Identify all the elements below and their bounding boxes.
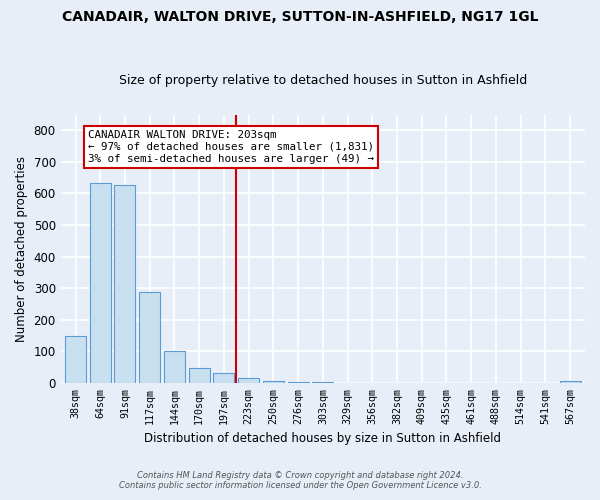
Bar (188, 368, 209, 383)
Bar (287, 382, 308, 383)
Bar (263, 381, 284, 383)
X-axis label: Distribution of detached houses by size in Sutton in Ashfield: Distribution of detached houses by size … (145, 432, 502, 445)
Bar (65, 336, 86, 383)
Bar (115, 185, 136, 383)
Title: Size of property relative to detached houses in Sutton in Ashfield: Size of property relative to detached ho… (119, 74, 527, 87)
Bar (90, 182, 111, 383)
Text: CANADAIR WALTON DRIVE: 203sqm
← 97% of detached houses are smaller (1,831)
3% of: CANADAIR WALTON DRIVE: 203sqm ← 97% of d… (88, 130, 374, 164)
Y-axis label: Number of detached properties: Number of detached properties (15, 156, 28, 342)
Text: CANADAIR, WALTON DRIVE, SUTTON-IN-ASHFIELD, NG17 1GL: CANADAIR, WALTON DRIVE, SUTTON-IN-ASHFIE… (62, 10, 538, 24)
Bar (139, 292, 160, 383)
Bar (560, 381, 581, 383)
Bar (238, 378, 259, 383)
Bar (164, 351, 185, 383)
Text: Contains HM Land Registry data © Crown copyright and database right 2024.
Contai: Contains HM Land Registry data © Crown c… (119, 470, 481, 490)
Bar (214, 372, 235, 383)
